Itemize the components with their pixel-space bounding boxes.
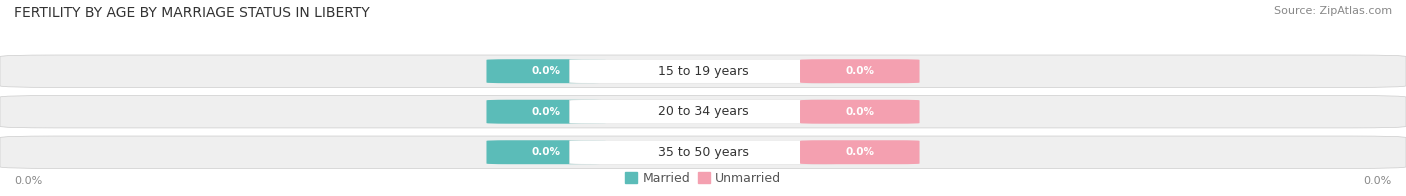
FancyBboxPatch shape [486,59,606,83]
Text: 0.0%: 0.0% [845,66,875,76]
FancyBboxPatch shape [0,95,1406,128]
Text: 0.0%: 0.0% [845,147,875,157]
Text: Source: ZipAtlas.com: Source: ZipAtlas.com [1274,6,1392,16]
FancyBboxPatch shape [569,140,837,164]
FancyBboxPatch shape [486,100,606,124]
Text: 0.0%: 0.0% [1364,176,1392,186]
FancyBboxPatch shape [800,140,920,164]
FancyBboxPatch shape [0,55,1406,87]
Text: 0.0%: 0.0% [531,66,561,76]
Text: 0.0%: 0.0% [531,147,561,157]
FancyBboxPatch shape [486,140,606,164]
Text: 15 to 19 years: 15 to 19 years [658,65,748,78]
Text: 0.0%: 0.0% [531,107,561,117]
Legend: Married, Unmarried: Married, Unmarried [620,167,786,190]
FancyBboxPatch shape [800,100,920,124]
Text: 20 to 34 years: 20 to 34 years [658,105,748,118]
FancyBboxPatch shape [569,100,837,124]
Text: 35 to 50 years: 35 to 50 years [658,146,748,159]
Text: FERTILITY BY AGE BY MARRIAGE STATUS IN LIBERTY: FERTILITY BY AGE BY MARRIAGE STATUS IN L… [14,6,370,20]
FancyBboxPatch shape [0,136,1406,168]
FancyBboxPatch shape [800,59,920,83]
FancyBboxPatch shape [569,59,837,83]
Text: 0.0%: 0.0% [845,107,875,117]
Text: 0.0%: 0.0% [14,176,42,186]
